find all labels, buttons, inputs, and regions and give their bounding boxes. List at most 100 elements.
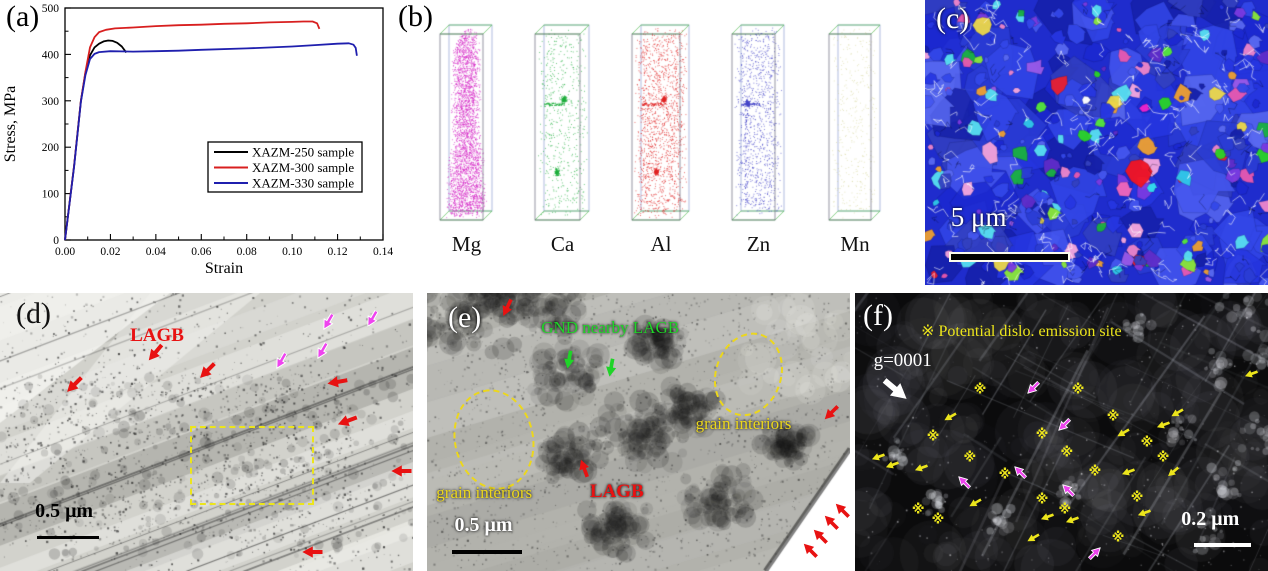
yellow-arrow-icon <box>1115 426 1131 440</box>
apt-element-label-al: Al <box>650 232 672 256</box>
panel-label-a: (a) <box>6 0 40 33</box>
dislo-emission-note: ※ Potential dislo. emission site <box>921 322 1122 340</box>
red-arrow-icon <box>831 499 850 521</box>
red-arrow-icon <box>820 511 842 533</box>
apt-column-al-pointcloud <box>630 20 692 225</box>
scale-bar-e <box>452 550 523 555</box>
yellow-arrow-icon <box>884 459 900 472</box>
x-tick-label: 0.08 <box>237 246 257 258</box>
dislo-emission-site-mark: ※ <box>1140 435 1154 451</box>
x-axis-title: Strain <box>205 260 243 277</box>
panel-d-tem-image: (d) LAGB 0.5 μm <box>0 293 413 571</box>
tem-e-image <box>427 293 850 571</box>
dislo-emission-site-mark: ※ <box>1035 492 1049 508</box>
x-tick-label: 0.02 <box>100 246 120 258</box>
yellow-arrow-icon <box>870 451 886 464</box>
scale-bar-d <box>37 536 100 540</box>
yellow-arrow-icon <box>1165 464 1181 480</box>
dislo-emission-site-mark: ※ <box>1071 382 1085 398</box>
dislo-emission-site-mark: ※ <box>1106 409 1120 425</box>
magenta-arrow-icon <box>1054 416 1072 434</box>
legend-entry: XAZM-250 sample <box>252 145 354 160</box>
y-tick-label: 200 <box>42 142 60 154</box>
scale-bar-label-e: 0.5 μm <box>454 514 513 536</box>
panel-label-f: (f) <box>863 299 893 332</box>
dislo-emission-site-mark: ※ <box>1058 502 1072 518</box>
y-tick-label: 400 <box>42 49 60 61</box>
dislo-emission-site-mark: ※ <box>1156 450 1170 466</box>
panel-label-d: (d) <box>16 297 51 330</box>
panel-e-tem-image: (e) GND nearby LAGB grain interiors grai… <box>427 293 850 571</box>
apt-element-label-ca: Ca <box>550 232 575 256</box>
apt-element-label-mg: Mg <box>451 232 482 256</box>
yellow-arrow-icon <box>942 409 958 423</box>
apt-element-label-mn: Mn <box>840 232 870 256</box>
dislo-emission-site-mark: ※ <box>963 450 977 466</box>
g-vector-label: g=0001 <box>873 349 932 371</box>
yellow-arrow-icon <box>1024 530 1040 544</box>
legend-entry: XAZM-330 sample <box>252 176 354 191</box>
x-tick-label: 0.12 <box>328 246 348 258</box>
gnd-label-e: GND nearby LAGB <box>541 318 680 338</box>
magenta-arrow-icon <box>1023 378 1041 396</box>
panel-label-e: (e) <box>448 301 482 334</box>
apt-column-zn-pointcloud <box>730 20 787 225</box>
apt-column-ca-pointcloud <box>533 20 592 225</box>
lagb-label-e: LAGB <box>589 480 644 502</box>
x-tick-label: 0.04 <box>146 246 166 258</box>
series-xazm-330-sample <box>64 42 358 241</box>
red-arrow-icon <box>325 374 348 390</box>
red-arrow-icon <box>390 464 412 477</box>
apt-element-label-zn: Zn <box>746 232 771 256</box>
panel-f-dark-field-tem: (f) ※ Potential dislo. emission site g=0… <box>855 293 1268 571</box>
yellow-arrow-icon <box>1039 510 1055 523</box>
scale-bar-label-c: 5 μm <box>950 202 1007 233</box>
y-tick-label: 0 <box>53 235 59 247</box>
green-arrow-icon <box>561 349 576 370</box>
red-arrow-icon <box>195 359 219 383</box>
magenta-arrow-icon <box>1011 463 1029 481</box>
red-arrow-icon <box>301 545 323 558</box>
y-tick-label: 300 <box>42 96 60 108</box>
red-arrow-icon <box>62 373 86 397</box>
dislo-emission-site-mark: ※ <box>973 382 987 398</box>
yellow-arrow-icon <box>1136 506 1152 519</box>
yellow-arrow-icon <box>1155 419 1171 432</box>
panel-label-b: (b) <box>398 0 433 33</box>
red-arrow-icon <box>335 411 359 430</box>
magenta-arrow-icon <box>272 351 291 372</box>
tem-d-image <box>0 293 413 571</box>
apt-column-mn-pointcloud <box>827 20 883 225</box>
panel-c-ebsd-map: (c) 5 μm <box>925 0 1268 285</box>
white-arrow-icon <box>879 374 914 407</box>
apt-column-mg-pointcloud <box>438 20 495 225</box>
grain-interior-ellipse <box>704 323 795 425</box>
dislo-emission-site-mark: ※ <box>1035 427 1049 443</box>
series-xazm-300-sample <box>64 20 321 241</box>
tem-f-image <box>855 293 1268 571</box>
lagb-label-d: LAGB <box>130 324 184 346</box>
yellow-arrow-icon <box>1169 405 1185 419</box>
red-arrow-icon <box>799 539 821 561</box>
ebsd-map-image <box>925 0 1268 285</box>
dislo-emission-site-mark: ※ <box>926 429 940 445</box>
dislo-emission-site-mark: ※ <box>911 502 925 518</box>
scale-bar-c <box>949 252 1070 263</box>
red-arrow-icon <box>143 341 166 365</box>
stress-strain-plot: 0.00 0.02 0.04 0.06 0.08 0.10 0.12 0.14 0 100 200 3… <box>2 3 393 277</box>
red-arrow-icon <box>810 525 832 547</box>
x-tick-label: 0.10 <box>282 246 302 258</box>
yellow-arrow-icon <box>913 462 929 475</box>
green-arrow-icon <box>604 358 619 379</box>
yellow-arrow-icon <box>1243 367 1259 380</box>
grain-interiors-right-label: grain interiors <box>695 413 792 433</box>
red-arrow-icon <box>820 402 842 424</box>
magenta-arrow-icon <box>319 312 338 333</box>
scale-bar-f <box>1193 543 1252 548</box>
yellow-arrow-icon <box>1064 513 1080 526</box>
legend-entry: XAZM-300 sample <box>252 160 354 175</box>
panel-b-apt-maps: (b) Mg Ca Al Zn Mn <box>395 0 925 285</box>
dislo-emission-site-mark: ※ <box>998 467 1012 483</box>
panel-label-c: (c) <box>936 2 970 35</box>
